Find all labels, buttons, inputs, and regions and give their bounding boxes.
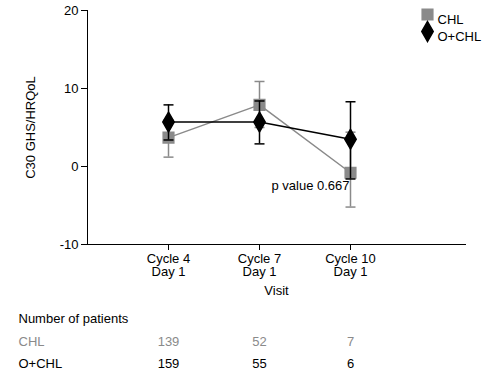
svg-text:O+CHL: O+CHL	[438, 29, 482, 44]
svg-text:Cycle 7Day 1: Cycle 7Day 1	[238, 251, 281, 279]
svg-text:55: 55	[252, 356, 266, 371]
svg-text:10: 10	[64, 81, 78, 96]
svg-text:159: 159	[158, 356, 180, 371]
svg-text:139: 139	[158, 334, 180, 349]
svg-text:CHL: CHL	[438, 12, 464, 27]
svg-text:6: 6	[347, 356, 354, 371]
svg-text:Cycle 10Day 1: Cycle 10Day 1	[325, 251, 376, 279]
svg-text:Visit: Visit	[264, 283, 289, 298]
svg-text:C30 GHS/HRQoL: C30 GHS/HRQoL	[23, 76, 38, 179]
svg-text:CHL: CHL	[19, 334, 45, 349]
svg-text:O+CHL: O+CHL	[19, 356, 63, 371]
svg-text:p value 0.667: p value 0.667	[271, 178, 349, 193]
svg-text:7: 7	[347, 334, 354, 349]
svg-text:-10: -10	[60, 237, 79, 252]
svg-text:Number of patients: Number of patients	[19, 311, 129, 326]
svg-text:52: 52	[252, 334, 266, 349]
svg-text:0: 0	[71, 159, 78, 174]
svg-text:20: 20	[64, 3, 78, 18]
svg-text:Cycle 4Day 1: Cycle 4Day 1	[147, 251, 190, 279]
